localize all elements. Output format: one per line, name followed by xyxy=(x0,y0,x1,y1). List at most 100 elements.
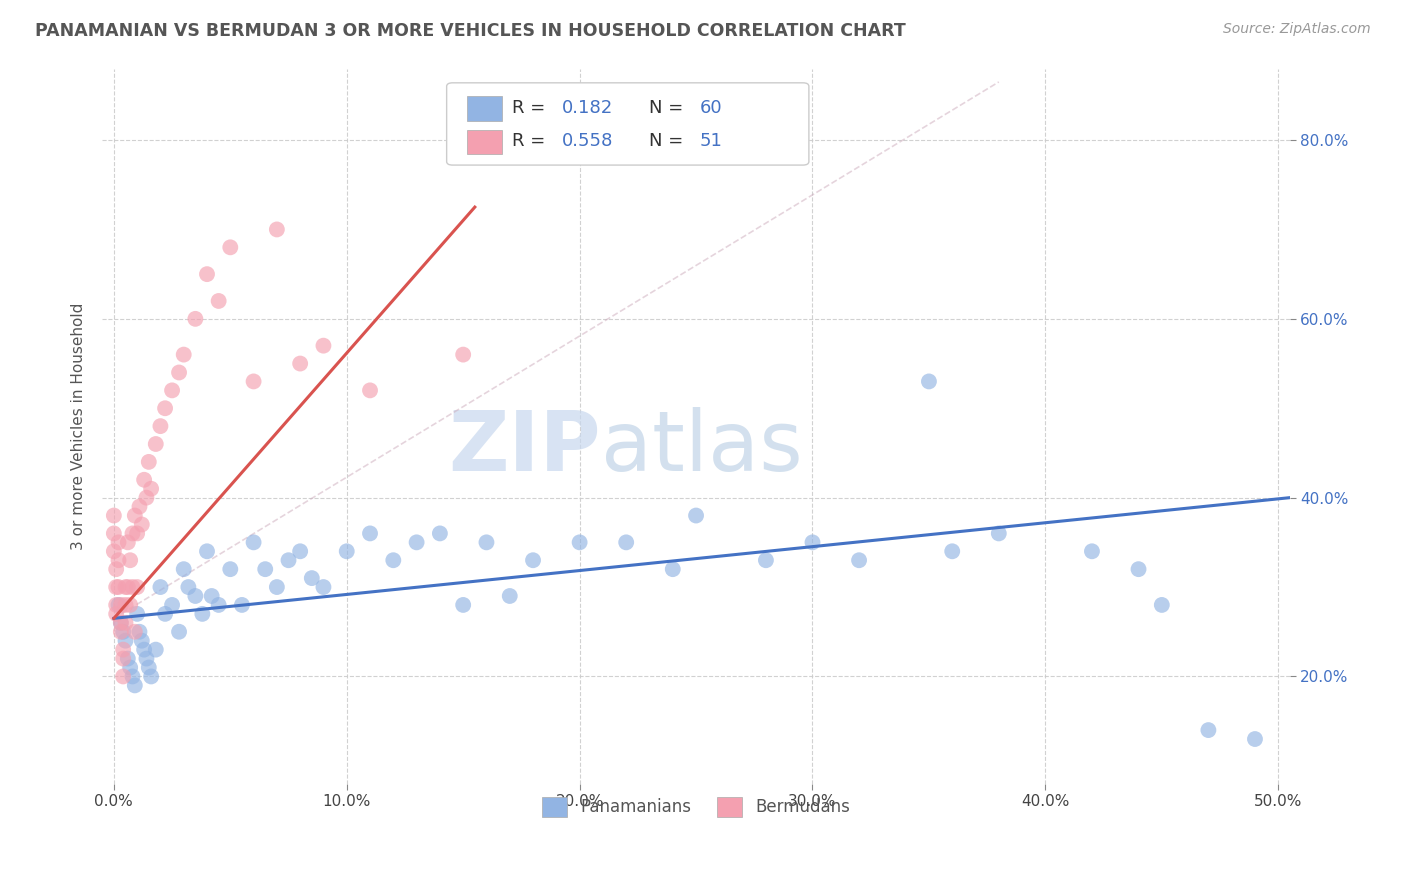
Point xyxy=(131,633,153,648)
Point xyxy=(987,526,1010,541)
Point xyxy=(127,580,149,594)
Point xyxy=(499,589,522,603)
Point xyxy=(103,526,125,541)
Point xyxy=(918,375,941,389)
Point xyxy=(475,535,498,549)
Point xyxy=(134,642,156,657)
Point xyxy=(1244,732,1267,747)
Point xyxy=(121,669,143,683)
Point xyxy=(128,624,150,639)
Text: 60: 60 xyxy=(700,99,723,117)
Point xyxy=(405,535,427,549)
Point xyxy=(160,384,183,398)
Point xyxy=(127,526,149,541)
Point xyxy=(173,562,195,576)
Point xyxy=(254,562,277,576)
Point xyxy=(191,607,214,621)
Y-axis label: 3 or more Vehicles in Household: 3 or more Vehicles in Household xyxy=(72,302,86,549)
Point xyxy=(1081,544,1104,558)
Point xyxy=(139,482,162,496)
Point xyxy=(138,660,160,674)
Point xyxy=(568,535,591,549)
Point xyxy=(149,419,172,434)
Point xyxy=(288,357,311,371)
Point xyxy=(177,580,200,594)
Point xyxy=(114,580,136,594)
Point xyxy=(312,339,335,353)
Point xyxy=(105,607,128,621)
Point xyxy=(110,624,132,639)
Point xyxy=(138,455,160,469)
Point xyxy=(1197,723,1219,737)
Point xyxy=(103,508,125,523)
Point xyxy=(219,240,242,254)
Text: 0.182: 0.182 xyxy=(562,99,613,117)
Point xyxy=(382,553,405,567)
Point xyxy=(685,508,707,523)
Point xyxy=(120,598,142,612)
Point xyxy=(114,633,136,648)
Text: N =: N = xyxy=(648,133,689,151)
Point xyxy=(195,544,218,558)
Point xyxy=(127,607,149,621)
Point xyxy=(135,491,157,505)
Point xyxy=(522,553,544,567)
Point xyxy=(120,553,142,567)
Point xyxy=(242,535,264,549)
Point xyxy=(120,660,142,674)
Point xyxy=(135,651,157,665)
FancyBboxPatch shape xyxy=(467,96,502,120)
Point xyxy=(107,553,129,567)
Point xyxy=(107,580,129,594)
Point xyxy=(219,562,242,576)
Point xyxy=(184,311,207,326)
Point xyxy=(801,535,824,549)
Point xyxy=(107,598,129,612)
Point xyxy=(145,437,167,451)
Point xyxy=(110,598,132,612)
Point xyxy=(134,473,156,487)
Point xyxy=(105,580,128,594)
Point xyxy=(112,669,135,683)
Text: N =: N = xyxy=(648,99,689,117)
Text: ZIP: ZIP xyxy=(449,407,600,488)
Point xyxy=(167,624,190,639)
Text: 51: 51 xyxy=(700,133,723,151)
Text: Source: ZipAtlas.com: Source: ZipAtlas.com xyxy=(1223,22,1371,37)
Point xyxy=(121,526,143,541)
Point xyxy=(112,624,135,639)
Point xyxy=(153,401,176,416)
Point xyxy=(266,222,288,236)
Point xyxy=(131,517,153,532)
Point xyxy=(124,678,146,692)
Point xyxy=(117,580,139,594)
Point xyxy=(277,553,299,567)
Point xyxy=(242,375,264,389)
Point xyxy=(429,526,451,541)
Point xyxy=(105,562,128,576)
Point xyxy=(359,384,381,398)
Text: 0.558: 0.558 xyxy=(562,133,613,151)
Point xyxy=(105,598,128,612)
Point xyxy=(208,598,231,612)
FancyBboxPatch shape xyxy=(447,83,808,165)
Point xyxy=(1128,562,1150,576)
Point xyxy=(107,535,129,549)
FancyBboxPatch shape xyxy=(467,130,502,154)
Point xyxy=(451,348,474,362)
Point xyxy=(160,598,183,612)
Point xyxy=(145,642,167,657)
Point xyxy=(112,651,135,665)
Point xyxy=(173,348,195,362)
Point xyxy=(117,651,139,665)
Text: atlas: atlas xyxy=(600,407,803,488)
Point xyxy=(114,598,136,612)
Point xyxy=(124,624,146,639)
Point xyxy=(848,553,870,567)
Point xyxy=(117,535,139,549)
Point xyxy=(114,615,136,630)
Point xyxy=(288,544,311,558)
Point xyxy=(149,580,172,594)
Point xyxy=(124,508,146,523)
Point xyxy=(195,267,218,281)
